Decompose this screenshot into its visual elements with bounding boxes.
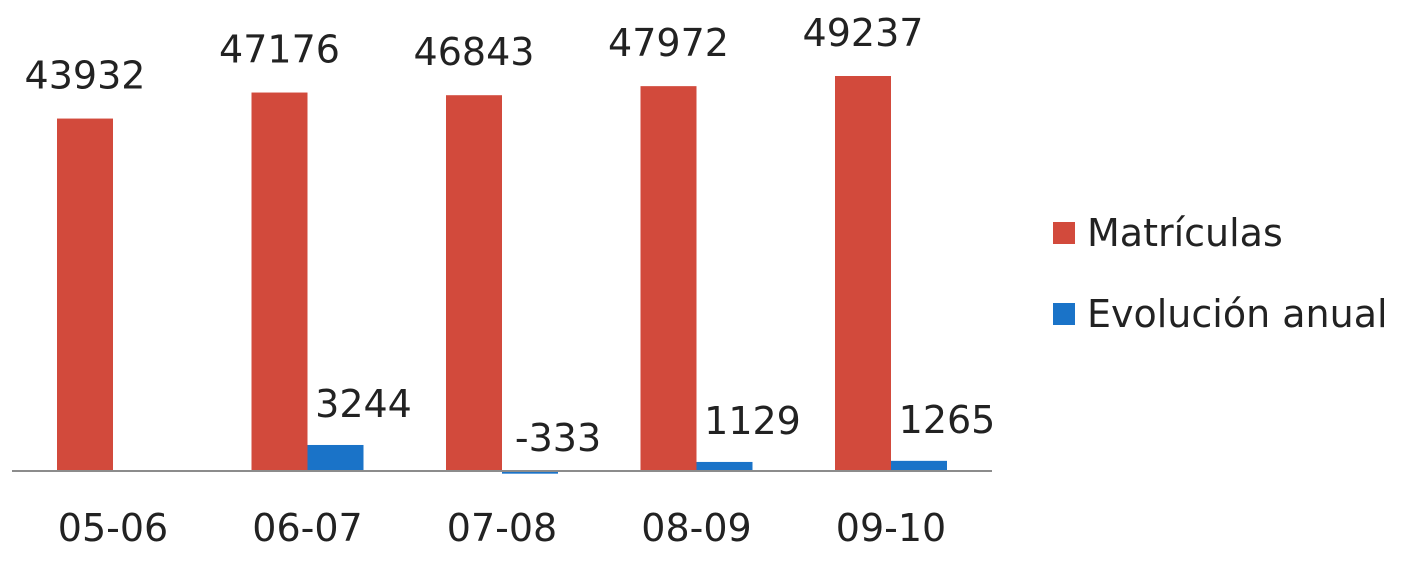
data-label-matriculas-09-10: 49237 [803, 11, 924, 55]
x-tick-label-07-08: 07-08 [447, 506, 557, 550]
legend-label-evolucion: Evolución anual [1087, 292, 1388, 336]
data-labels-layer: 43932 47176 3244 46843 -333 47972 1129 49237 126… [25, 11, 996, 460]
data-label-matriculas-06-07: 47176 [219, 28, 340, 72]
x-tick-labels: 05-06 06-07 07-08 08-09 09-10 [58, 506, 946, 550]
data-label-matriculas-07-08: 46843 [414, 30, 535, 74]
data-label-evolucion-08-09: 1129 [704, 399, 801, 443]
x-tick-label-06-07: 06-07 [252, 506, 362, 550]
x-tick-label-05-06: 05-06 [58, 506, 168, 550]
data-label-evolucion-09-10: 1265 [899, 398, 996, 442]
bar-matriculas-09-10 [835, 76, 891, 471]
legend-swatch-matriculas [1053, 222, 1075, 244]
bar-matriculas-05-06 [57, 118, 113, 471]
legend: Matrículas Evolución anual [1053, 211, 1388, 336]
bar-matriculas-06-07 [251, 92, 308, 471]
x-tick-label-09-10: 09-10 [836, 506, 946, 550]
bar-evolucion-06-07 [307, 444, 364, 471]
bar-evolucion-07-08 [502, 471, 558, 474]
x-tick-label-08-09: 08-09 [641, 506, 751, 550]
bar-matriculas-08-09 [640, 86, 697, 471]
bar-evolucion-09-10 [891, 460, 947, 471]
data-label-matriculas-08-09: 47972 [608, 21, 729, 65]
data-label-evolucion-07-08: -333 [515, 416, 601, 460]
data-label-evolucion-06-07: 3244 [315, 382, 412, 426]
bar-matriculas-07-08 [446, 95, 502, 471]
legend-swatch-evolucion [1053, 303, 1075, 325]
bars-layer [57, 76, 947, 474]
data-label-matriculas-05-06: 43932 [25, 54, 146, 98]
legend-label-matriculas: Matrículas [1087, 211, 1283, 255]
bar-evolucion-08-09 [696, 461, 753, 471]
